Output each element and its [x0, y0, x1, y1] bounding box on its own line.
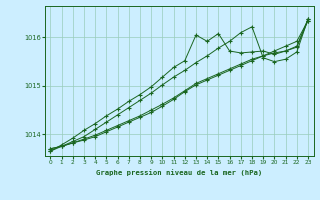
- X-axis label: Graphe pression niveau de la mer (hPa): Graphe pression niveau de la mer (hPa): [96, 169, 262, 176]
